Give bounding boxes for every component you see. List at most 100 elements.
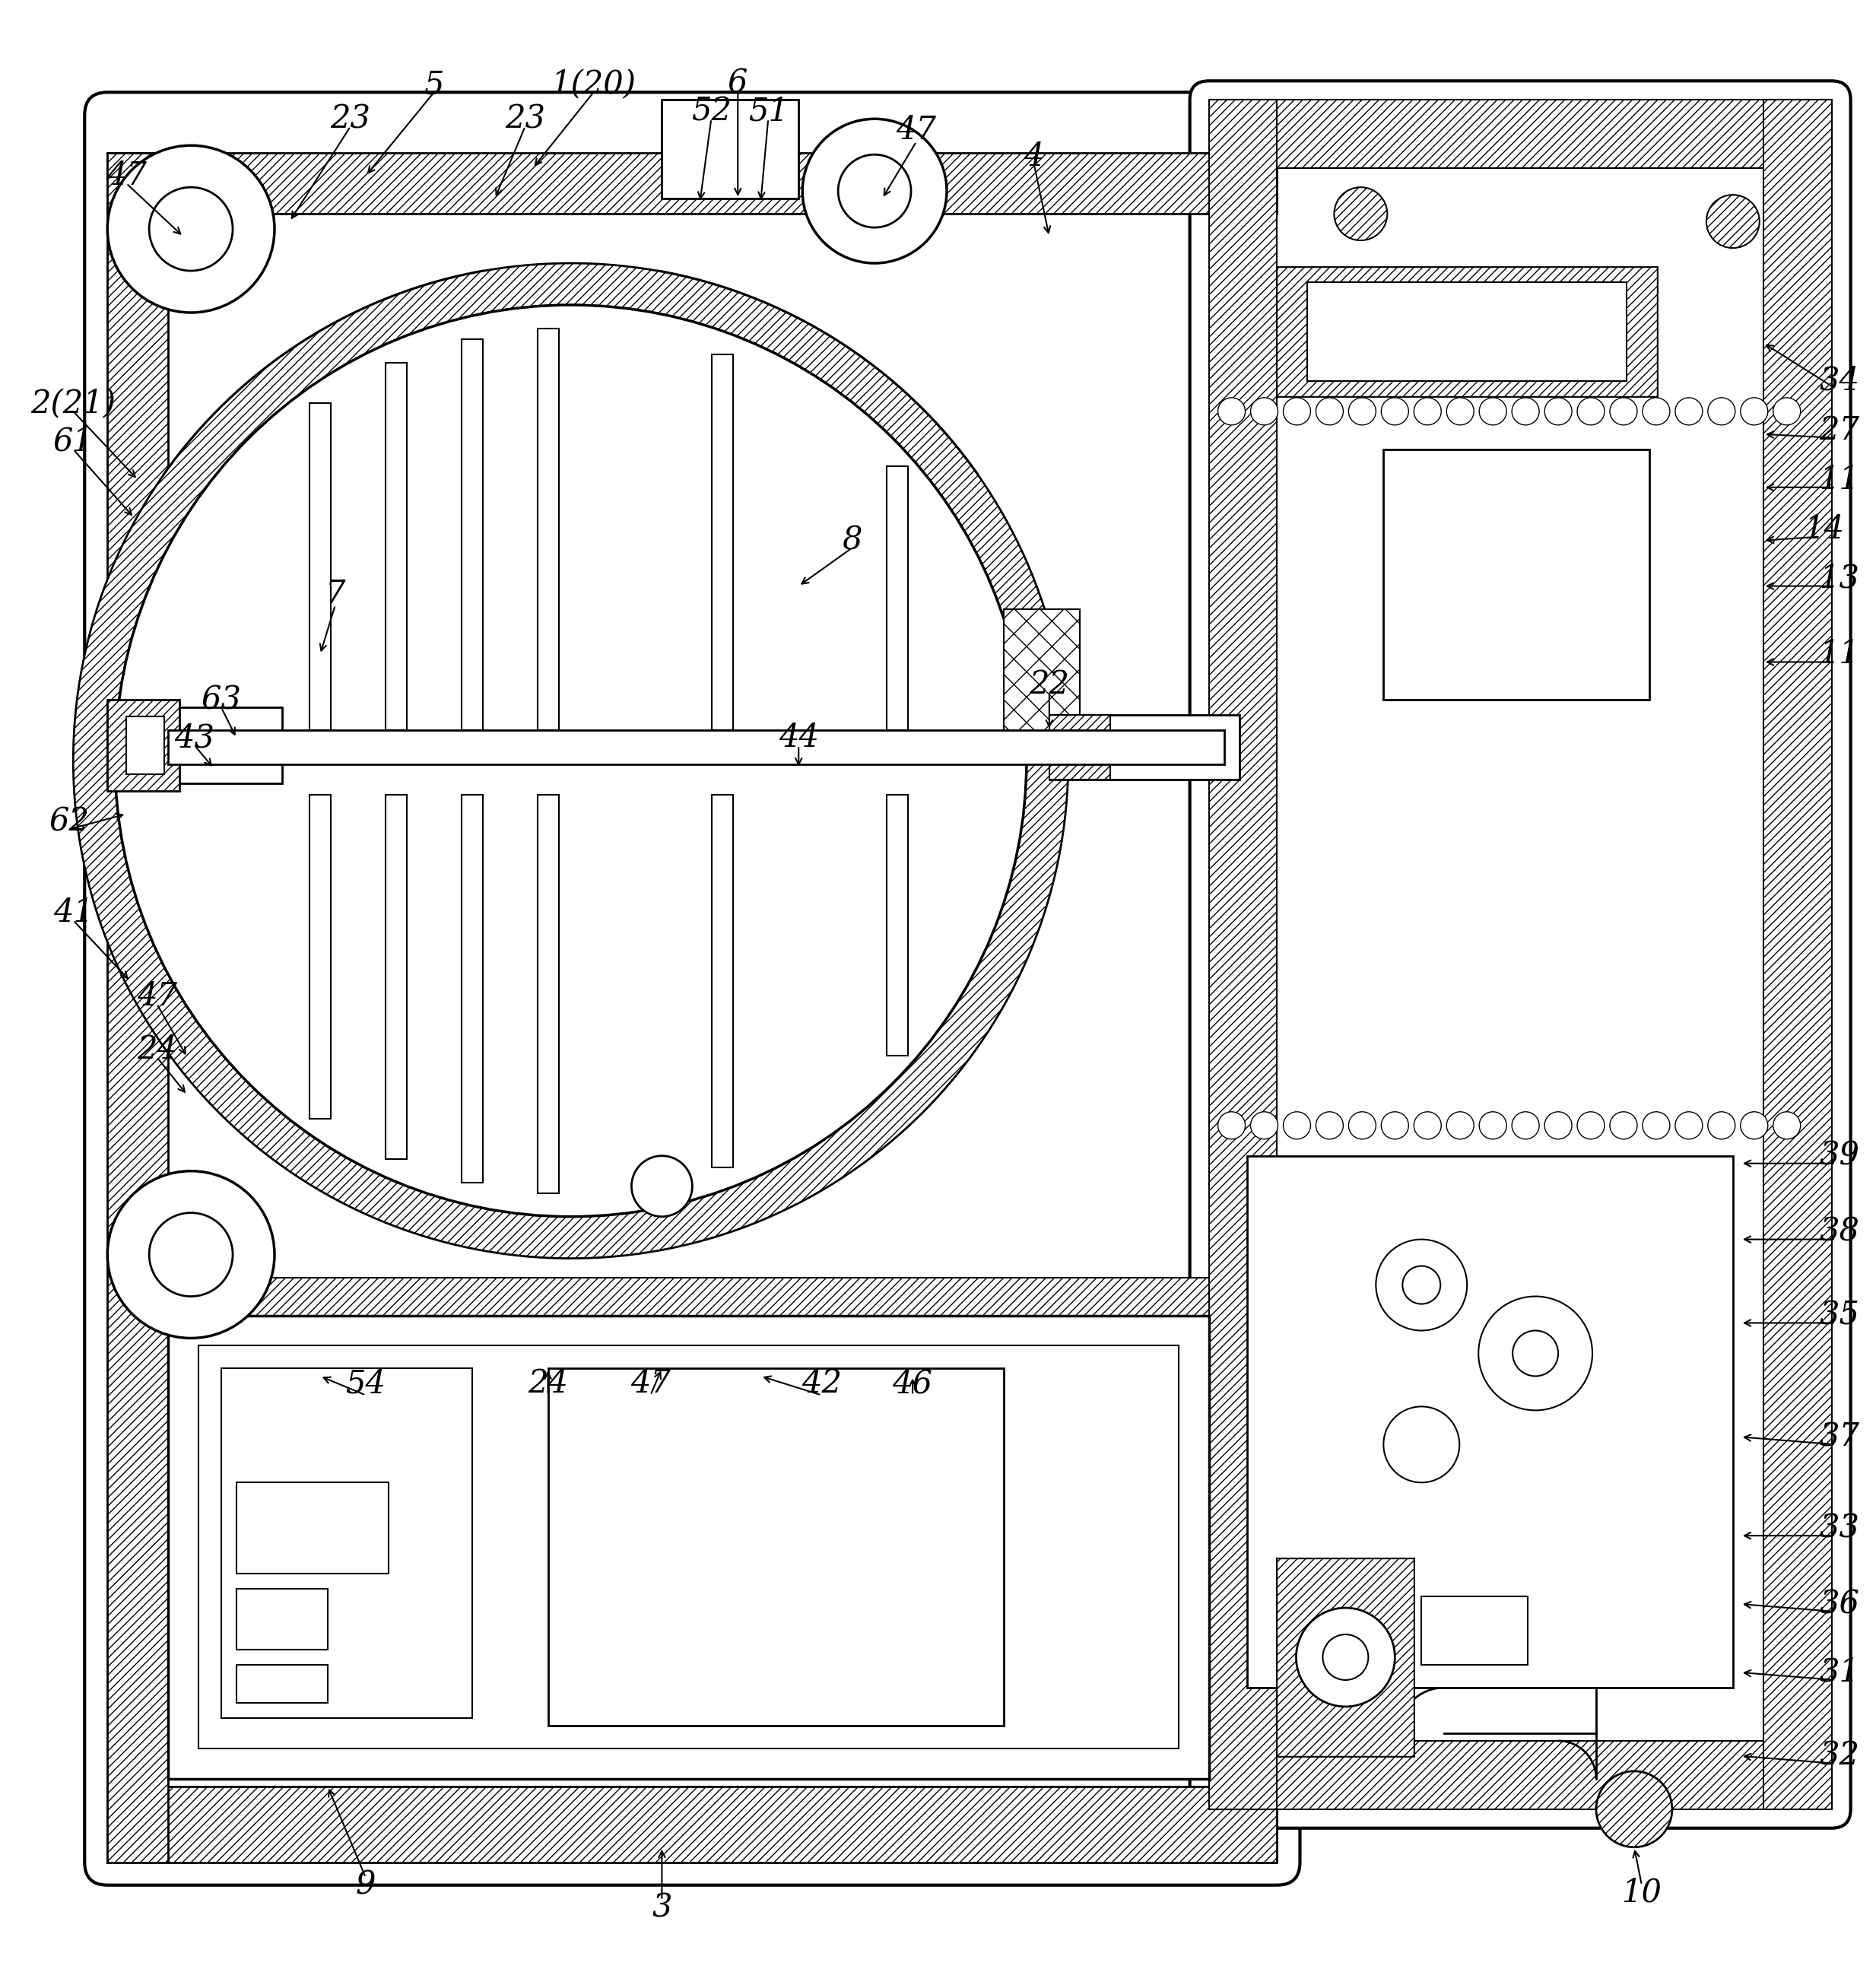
Circle shape	[150, 1213, 233, 1296]
Circle shape	[1283, 397, 1311, 425]
Circle shape	[1675, 397, 1703, 425]
Text: 47: 47	[897, 114, 936, 145]
Text: 11: 11	[1820, 639, 1859, 670]
Bar	[1248, 1156, 1733, 1687]
Bar	[713, 794, 734, 1168]
Circle shape	[1512, 397, 1538, 425]
Bar	[310, 794, 330, 1119]
Circle shape	[1415, 1111, 1441, 1138]
Text: 52: 52	[690, 94, 732, 128]
Text: 61: 61	[53, 427, 94, 458]
Bar	[887, 794, 908, 1056]
Text: 10: 10	[1621, 1878, 1662, 1909]
Bar	[461, 340, 482, 731]
Bar	[199, 1347, 1178, 1748]
Circle shape	[803, 118, 947, 263]
Circle shape	[1334, 187, 1386, 240]
Bar	[385, 794, 407, 1158]
Text: 23: 23	[505, 102, 546, 136]
Text: 42: 42	[801, 1368, 842, 1400]
Bar	[461, 794, 482, 1182]
Text: 9: 9	[356, 1870, 375, 1901]
Text: 36: 36	[1820, 1589, 1859, 1620]
Text: 1(20): 1(20)	[552, 69, 636, 100]
Circle shape	[1349, 1111, 1375, 1138]
Text: 6: 6	[728, 67, 749, 98]
Bar	[126, 718, 165, 775]
Text: 23: 23	[330, 102, 371, 136]
Circle shape	[1446, 397, 1475, 425]
Bar	[1422, 1596, 1527, 1665]
Text: 14: 14	[1805, 513, 1844, 545]
Text: 11: 11	[1820, 464, 1859, 495]
Bar	[537, 794, 559, 1193]
Bar	[310, 403, 330, 731]
Circle shape	[1478, 397, 1506, 425]
Text: 24: 24	[137, 1034, 176, 1066]
Circle shape	[107, 1172, 274, 1339]
Text: 5: 5	[424, 69, 445, 100]
Circle shape	[1403, 1266, 1441, 1303]
Bar	[221, 1368, 473, 1718]
Text: 2(21): 2(21)	[30, 387, 116, 419]
Text: 7: 7	[325, 578, 345, 609]
Circle shape	[1578, 397, 1604, 425]
Circle shape	[1544, 1111, 1572, 1138]
Bar	[1308, 283, 1626, 381]
Circle shape	[1610, 397, 1638, 425]
Circle shape	[1773, 397, 1801, 425]
Text: 39: 39	[1820, 1140, 1859, 1172]
Circle shape	[1675, 1111, 1703, 1138]
Bar	[1208, 1740, 1831, 1809]
Circle shape	[1375, 1239, 1467, 1331]
Text: 41: 41	[53, 896, 94, 928]
Circle shape	[1643, 1111, 1670, 1138]
Bar	[1004, 609, 1081, 761]
Circle shape	[1610, 1111, 1638, 1138]
Text: 32: 32	[1820, 1740, 1859, 1771]
Text: 63: 63	[201, 684, 242, 716]
FancyBboxPatch shape	[1189, 81, 1850, 1828]
Text: 37: 37	[1820, 1421, 1859, 1453]
Bar	[107, 1787, 1278, 1862]
Bar	[713, 354, 734, 731]
Circle shape	[1383, 1406, 1460, 1482]
Bar	[236, 1589, 328, 1649]
Circle shape	[1251, 1111, 1278, 1138]
Bar	[107, 708, 176, 784]
Bar	[169, 731, 1223, 765]
Text: 54: 54	[345, 1368, 386, 1400]
Bar	[1208, 100, 1831, 169]
Text: 44: 44	[779, 722, 818, 755]
Bar	[385, 362, 407, 731]
Circle shape	[1283, 1111, 1311, 1138]
Text: 22: 22	[1030, 668, 1069, 700]
Text: 46: 46	[893, 1368, 932, 1400]
Circle shape	[1323, 1634, 1368, 1681]
Bar	[1763, 100, 1831, 1809]
Text: 27: 27	[1820, 415, 1859, 446]
Circle shape	[1544, 397, 1572, 425]
Text: 38: 38	[1820, 1215, 1859, 1248]
Circle shape	[107, 145, 274, 313]
Text: 8: 8	[842, 525, 861, 556]
Text: 24: 24	[527, 1368, 568, 1400]
Bar	[887, 466, 908, 731]
Circle shape	[1707, 195, 1760, 248]
Text: 47: 47	[137, 981, 176, 1012]
Bar	[537, 328, 559, 731]
Circle shape	[1741, 397, 1767, 425]
Bar	[662, 100, 799, 199]
Circle shape	[1381, 397, 1409, 425]
Circle shape	[839, 155, 912, 228]
Bar	[107, 153, 1278, 214]
Bar	[1278, 267, 1657, 395]
Bar	[1208, 100, 1278, 1809]
Circle shape	[1707, 397, 1735, 425]
Circle shape	[632, 1156, 692, 1217]
Text: 35: 35	[1820, 1300, 1859, 1331]
Text: 33: 33	[1820, 1512, 1859, 1543]
Text: 4: 4	[1024, 142, 1045, 173]
Circle shape	[1349, 397, 1375, 425]
Text: 51: 51	[749, 94, 788, 128]
